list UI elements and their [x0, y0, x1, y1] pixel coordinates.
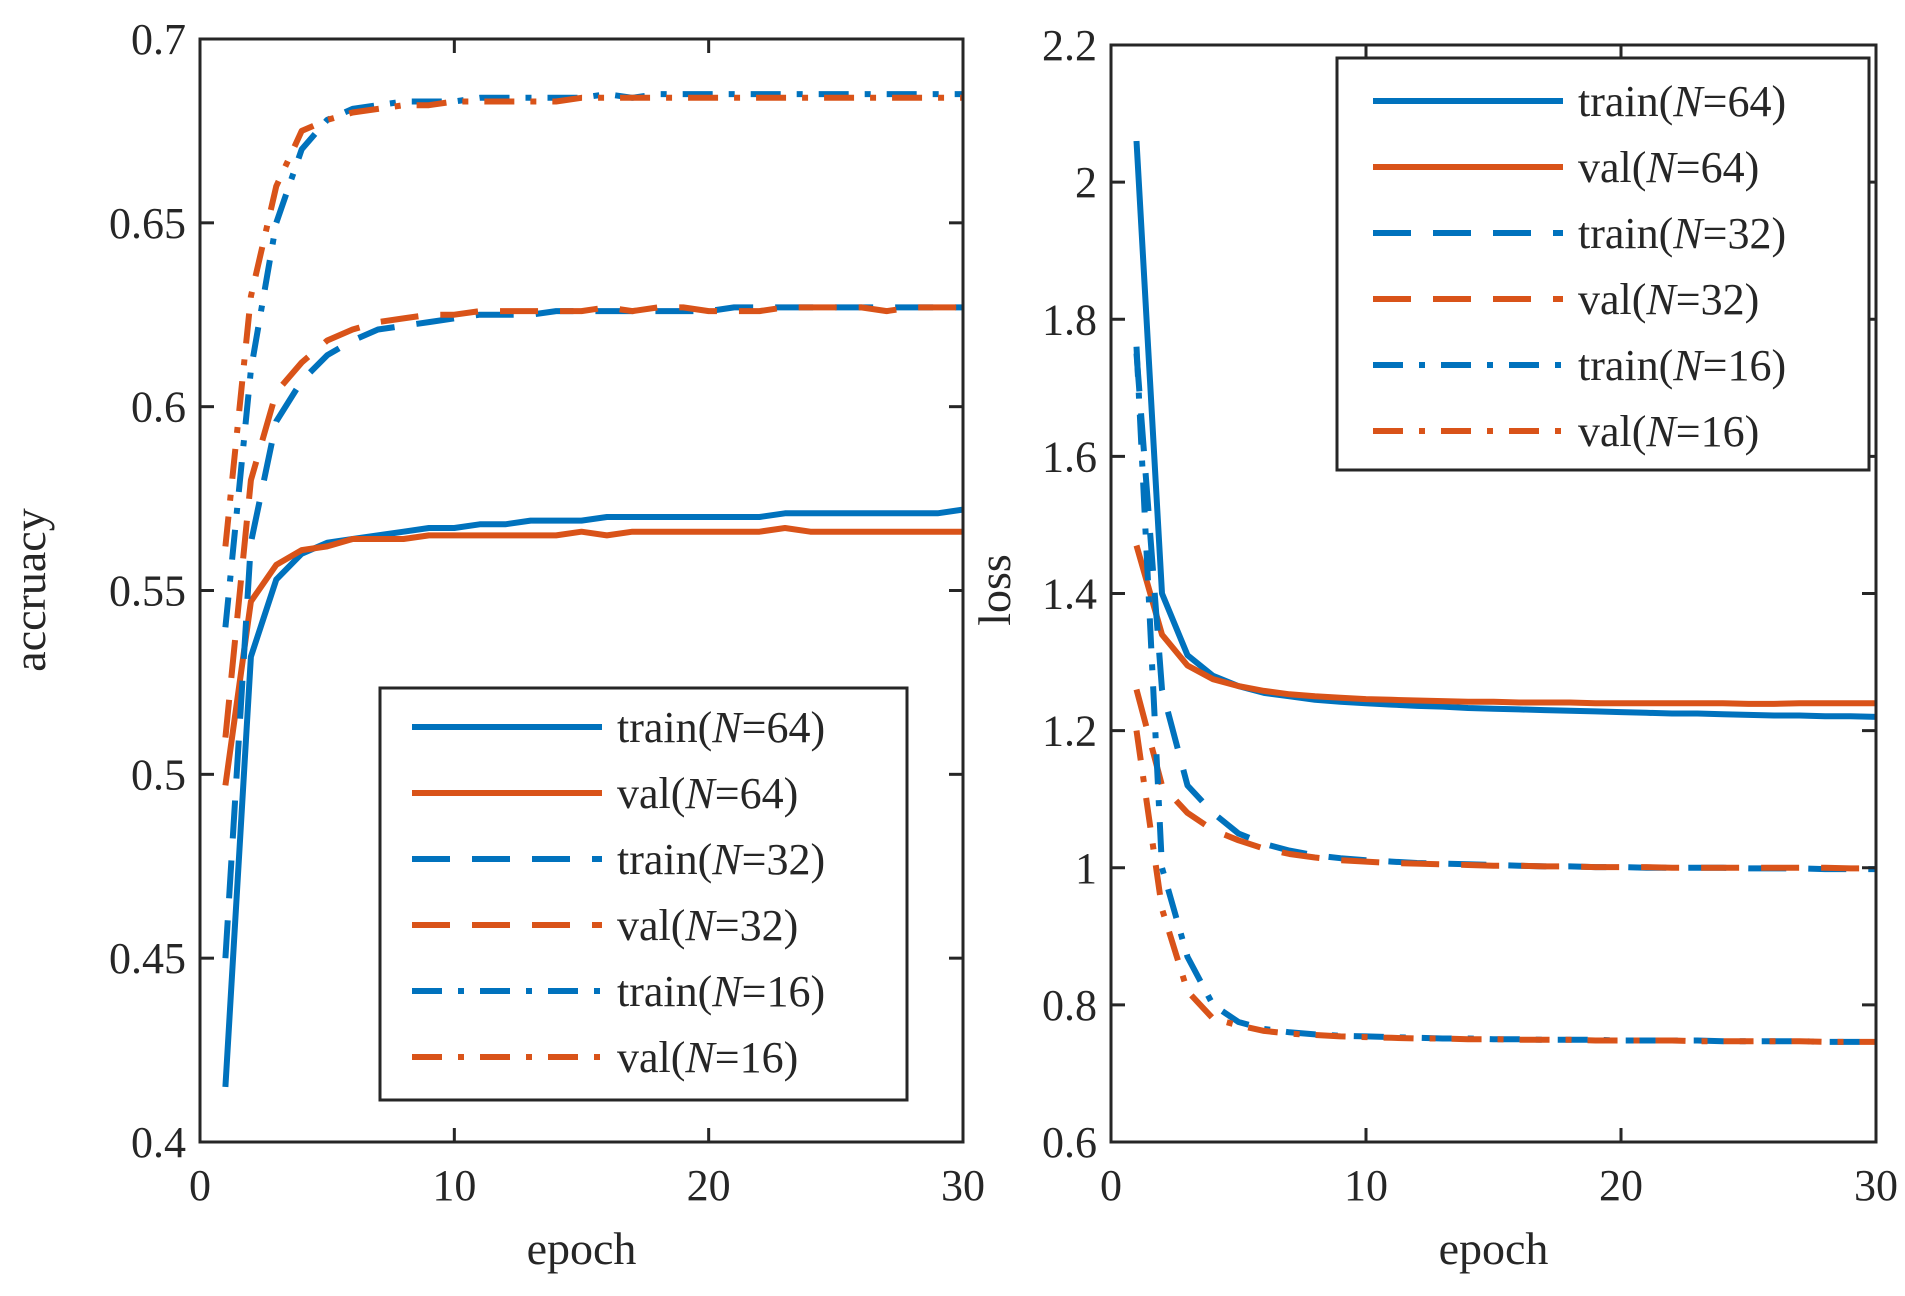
series-group: [222, 91, 963, 1088]
legend-entry: val(N=32): [617, 901, 798, 950]
y-tick-label: 0.6: [1042, 1118, 1097, 1167]
accuracy-panel: 0 10 20 30 0.4 0.45 0.5 0.55 0.6 0.65 0.7 epoch accr…: [4, 15, 985, 1274]
y-tick-label: 0.5: [131, 750, 186, 799]
x-tick-label: 20: [1599, 1161, 1643, 1210]
legend-entry: train(N=64): [617, 703, 825, 752]
x-tick-label: 20: [687, 1161, 731, 1210]
legend: train(N=64) val(N=64) train(N=32) val(N=32)…: [378, 686, 909, 1102]
legend-entry: train(N=16): [617, 967, 825, 1016]
legend-entry: val(N=16): [617, 1033, 798, 1082]
y-tick-label: 0.45: [109, 934, 186, 983]
y-tick-label: 0.65: [109, 199, 186, 248]
y-tick-label: 1.2: [1042, 707, 1097, 756]
legend-entry: train(N=16): [1578, 341, 1786, 390]
y-tick-label: 1.6: [1042, 432, 1097, 481]
legend-entry: val(N=64): [617, 769, 798, 818]
legend-entry: val(N=16): [1578, 407, 1759, 456]
legend-box: [378, 686, 909, 1102]
x-tick-label: 0: [1100, 1161, 1122, 1210]
x-tick-label: 30: [1854, 1161, 1898, 1210]
series-line-val-dashed: [222, 304, 963, 738]
series-group: [1133, 140, 1876, 1045]
x-axis-label: epoch: [1439, 1223, 1549, 1274]
y-axis-label: loss: [969, 554, 1020, 626]
series-line-train-dashdot: [1133, 346, 1876, 1045]
y-tick-label: 2.2: [1042, 21, 1097, 70]
loss-panel: 0 10 20 30 0.6 0.8 1 1.2 1.4 1.6 1.8 2 2.2 epoch loss t…: [969, 21, 1898, 1274]
y-tick-label: 0.8: [1042, 981, 1097, 1030]
y-tick-label: 0.7: [131, 15, 186, 64]
legend-entry: train(N=32): [617, 835, 825, 884]
x-tick-label: 10: [432, 1161, 476, 1210]
legend-entry: val(N=32): [1578, 275, 1759, 324]
y-tick-label: 1: [1075, 844, 1097, 893]
series-line-val-dashed: [1133, 688, 1876, 872]
y-tick-label: 2: [1075, 158, 1097, 207]
y-tick-label: 0.6: [131, 383, 186, 432]
y-axis-label: accruacy: [4, 508, 55, 671]
legend-entry: train(N=64): [1578, 77, 1786, 126]
series-line-val-solid: [222, 525, 963, 786]
y-tick-label: 0.55: [109, 567, 186, 616]
y-tick-label: 0.4: [131, 1118, 186, 1167]
series-line-val-solid: [1133, 544, 1876, 707]
series-line-train-dashdot: [222, 91, 963, 628]
legend: train(N=64) val(N=64) train(N=32) val(N=32)…: [1335, 56, 1871, 472]
legend-entry: val(N=64): [1578, 143, 1759, 192]
series-line-train-dashed: [222, 304, 963, 959]
series-line-train-dashed: [1133, 353, 1876, 873]
series-line-val-dashdot: [222, 94, 963, 547]
x-axis-label: epoch: [527, 1223, 637, 1274]
x-tick-label: 10: [1344, 1161, 1388, 1210]
y-tick-label: 1.8: [1042, 295, 1097, 344]
x-tick-label: 0: [189, 1161, 211, 1210]
series-line-val-dashdot: [1133, 730, 1876, 1045]
legend-entry: train(N=32): [1578, 209, 1786, 258]
y-tick-label: 1.4: [1042, 570, 1097, 619]
x-tick-label: 30: [941, 1161, 985, 1210]
legend-box: [1335, 56, 1871, 472]
